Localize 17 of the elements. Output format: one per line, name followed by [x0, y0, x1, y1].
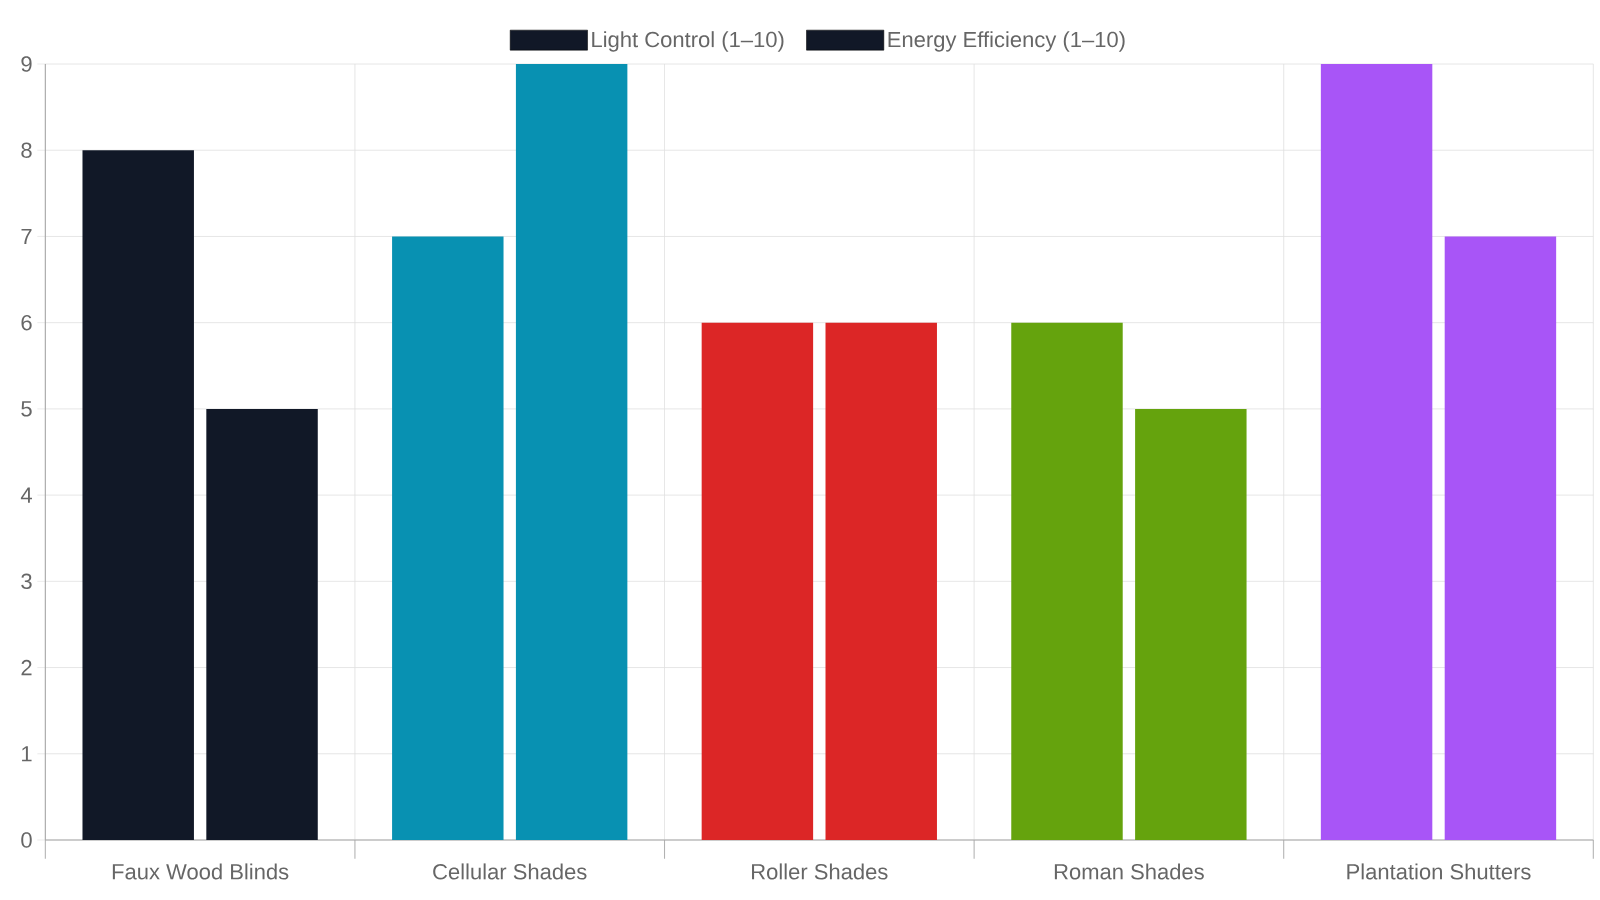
- x-tick-label: Cellular Shades: [433, 863, 587, 880]
- x-tick-label: Roman Shades: [1054, 863, 1204, 880]
- y-tick-label: 9: [21, 56, 32, 72]
- y-tick-label: 0: [21, 832, 32, 848]
- x-tick-label: Faux Wood Blinds: [112, 863, 289, 880]
- y-tick-label: 6: [21, 314, 32, 331]
- legend-label: Light Control (1–10): [592, 31, 784, 52]
- y-tick-label: 8: [21, 142, 32, 159]
- y-tick-label: 7: [21, 228, 32, 245]
- legend-label: Energy Efficiency (1–10): [888, 31, 1125, 52]
- x-tick-label: Roller Shades: [752, 863, 888, 880]
- y-tick-label: 3: [21, 573, 32, 590]
- y-tick-label: 5: [21, 401, 32, 417]
- y-tick-label: 1: [22, 746, 32, 762]
- y-tick-label: 4: [20, 487, 32, 503]
- y-tick-label: 2: [21, 659, 32, 676]
- x-tick-label: Plantation Shutters: [1347, 863, 1531, 880]
